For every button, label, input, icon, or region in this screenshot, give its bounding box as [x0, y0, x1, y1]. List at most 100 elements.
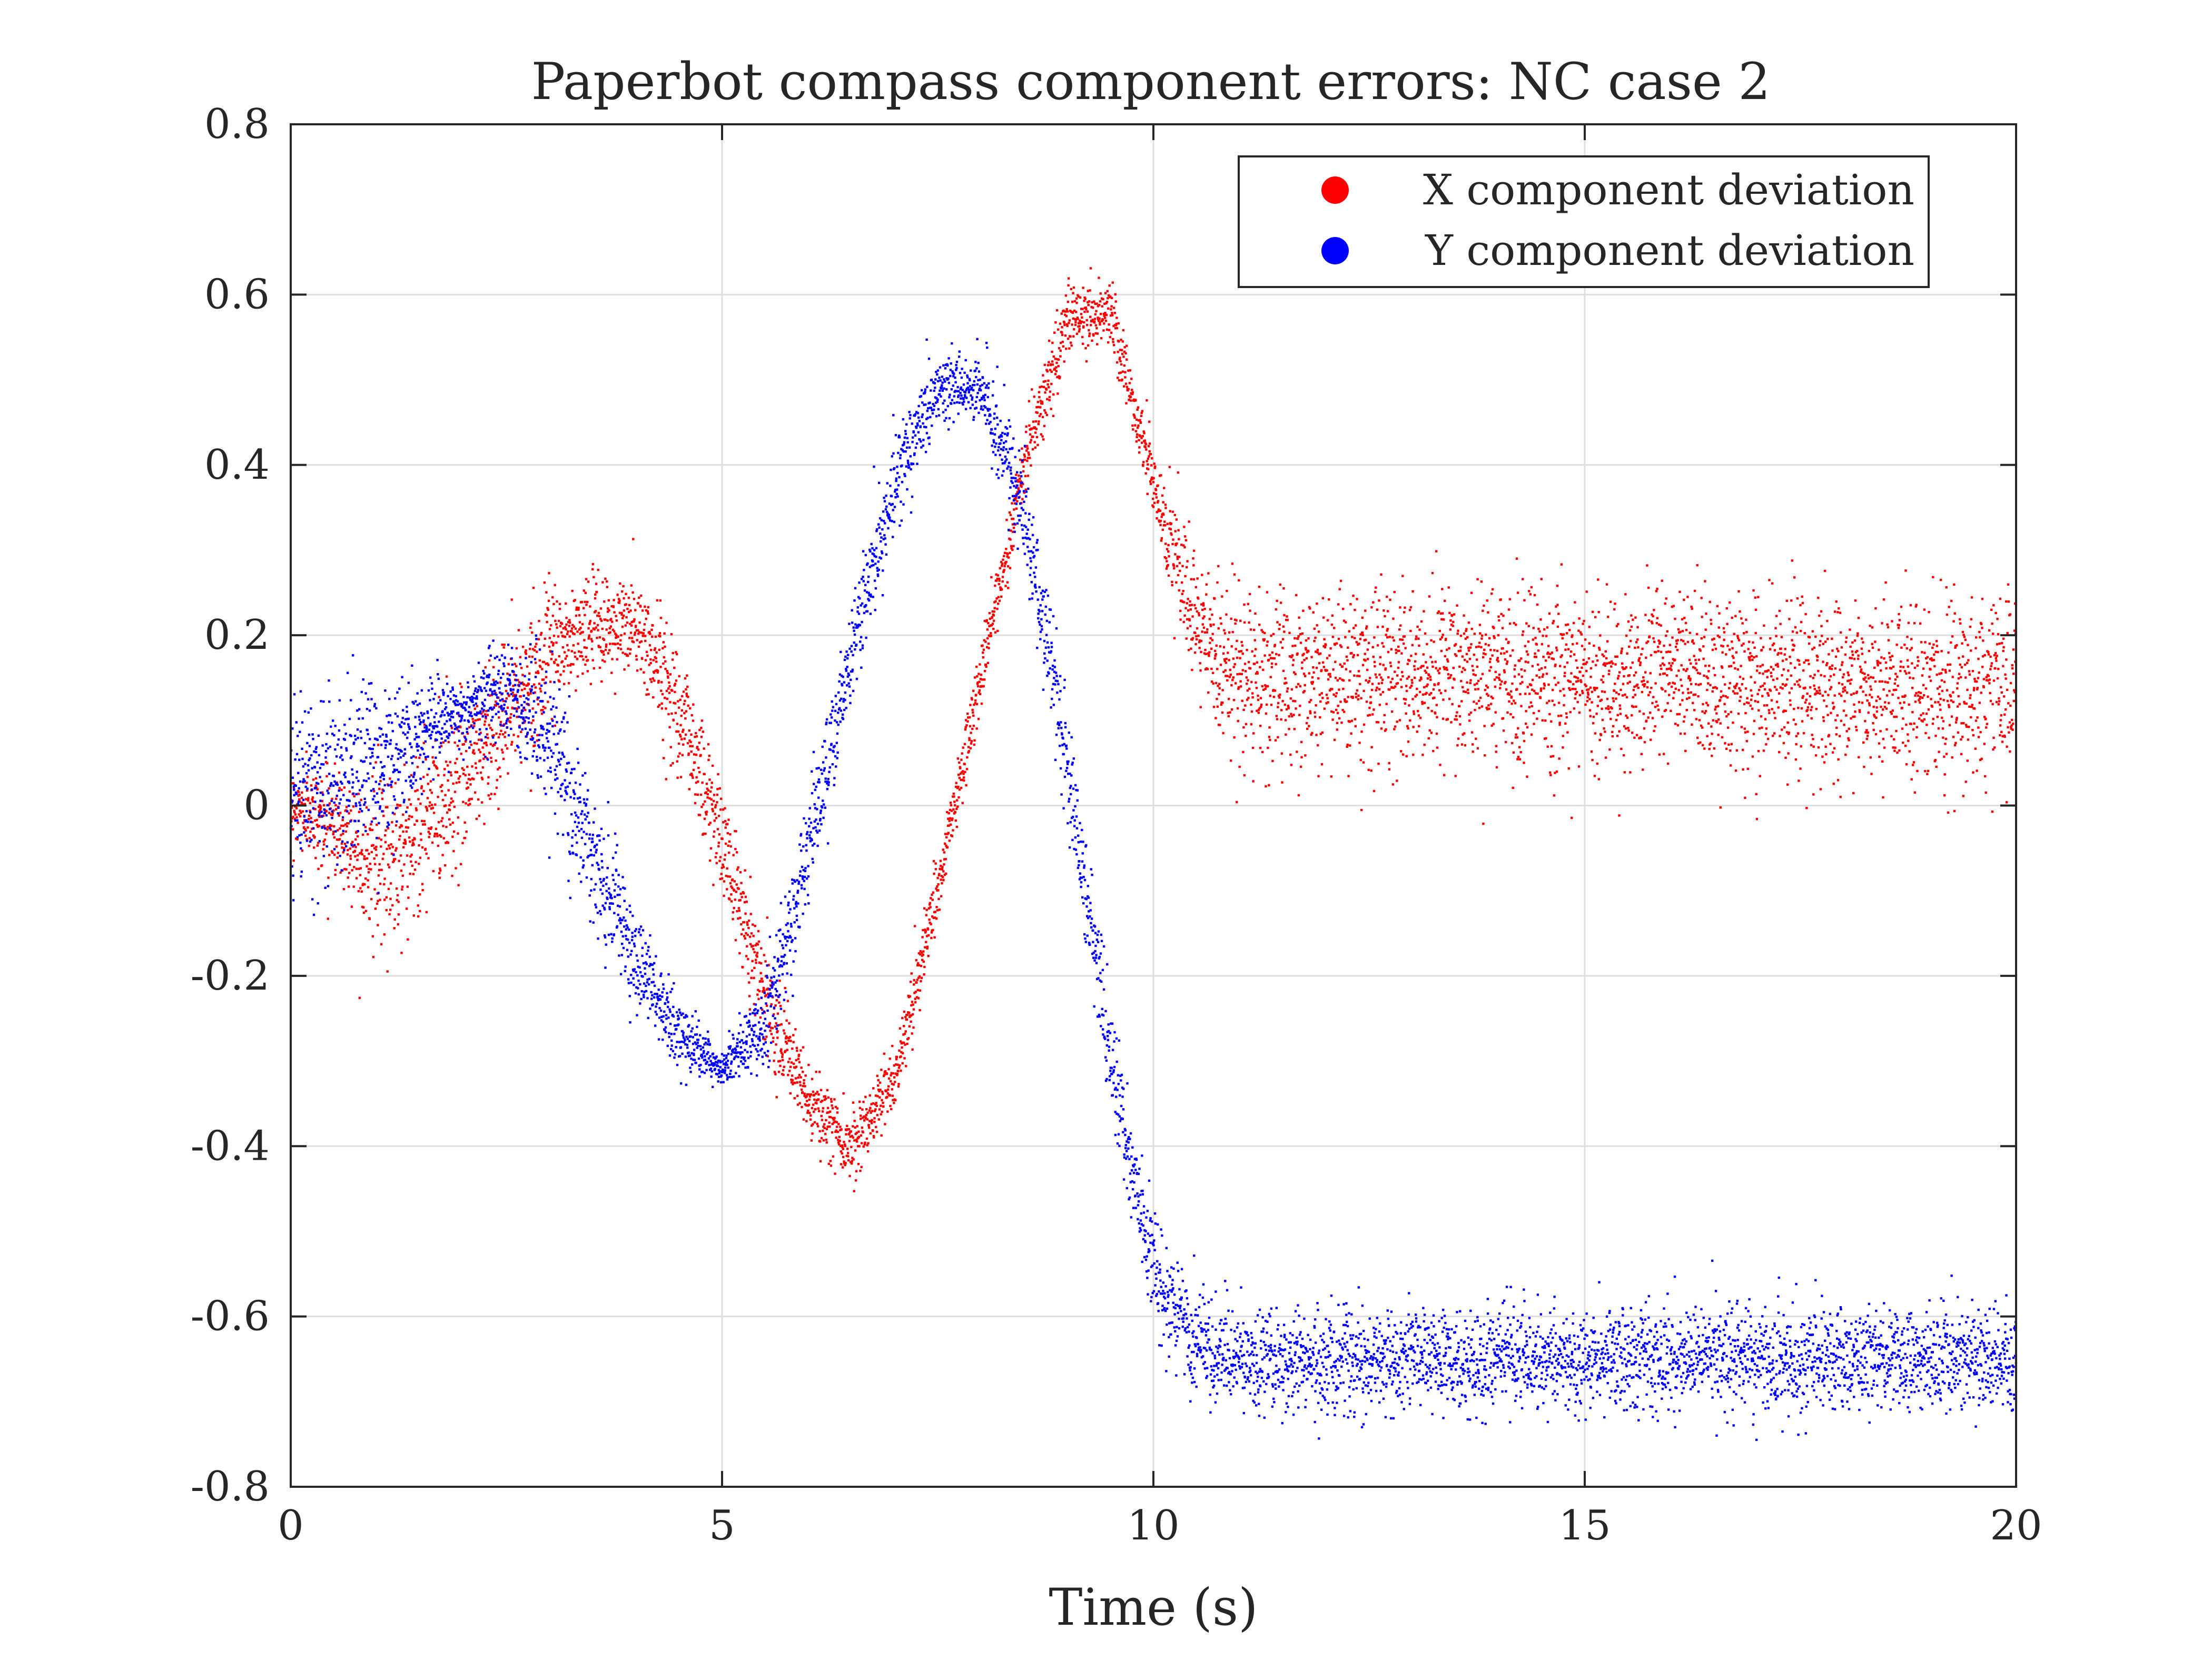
data-point [1484, 653, 1487, 656]
data-point [1536, 603, 1539, 606]
data-point [736, 910, 738, 913]
data-point [1395, 683, 1398, 685]
data-point [1232, 699, 1236, 702]
data-point [1198, 641, 1201, 644]
data-point [765, 994, 767, 996]
data-point [390, 843, 392, 846]
data-point [1369, 701, 1372, 704]
data-point [1103, 302, 1106, 305]
data-point [438, 872, 441, 874]
data-point [1101, 319, 1104, 321]
data-point [323, 825, 326, 827]
data-point [841, 1166, 844, 1169]
data-point [1193, 604, 1196, 607]
data-point [1505, 740, 1507, 744]
data-point [804, 1074, 807, 1077]
data-point [945, 844, 947, 847]
data-point [1167, 544, 1170, 547]
data-point [1572, 687, 1575, 690]
data-point [908, 1015, 911, 1018]
data-point [903, 1032, 906, 1035]
data-point [1413, 713, 1415, 715]
data-point [901, 1016, 904, 1020]
data-point [1543, 684, 1546, 687]
data-point [851, 1162, 853, 1165]
data-point [552, 603, 555, 606]
data-point [735, 830, 737, 833]
data-point [436, 767, 439, 770]
data-point [1544, 719, 1547, 722]
data-point [357, 835, 359, 838]
data-point [890, 1072, 893, 1074]
data-point [839, 1129, 842, 1131]
data-point [832, 1155, 835, 1158]
data-point [1354, 637, 1356, 639]
data-point [1265, 703, 1268, 706]
data-point [1268, 784, 1270, 787]
data-point [692, 719, 695, 722]
data-point [855, 1138, 858, 1141]
data-point [334, 804, 337, 807]
data-point [1428, 693, 1431, 696]
data-point [1329, 675, 1332, 678]
data-point [1321, 697, 1324, 699]
data-point [1368, 714, 1371, 716]
data-point [628, 652, 631, 655]
data-point [798, 1081, 802, 1083]
data-point [483, 742, 486, 745]
data-point [534, 686, 537, 689]
data-point [1451, 625, 1454, 627]
data-point [1678, 713, 1681, 716]
data-point [791, 1081, 793, 1084]
data-point [1172, 565, 1176, 567]
data-point [1350, 719, 1353, 722]
data-point [1426, 677, 1429, 680]
data-point [1226, 589, 1228, 592]
data-point [1072, 292, 1074, 294]
data-point [1108, 284, 1111, 287]
data-point [817, 1093, 820, 1096]
data-point [789, 1035, 792, 1039]
data-point [1599, 734, 1603, 736]
data-point [700, 727, 703, 729]
data-point [1084, 307, 1087, 309]
data-point [1416, 687, 1418, 690]
data-point [1623, 675, 1625, 678]
data-point [1670, 669, 1673, 671]
data-point [1504, 658, 1507, 661]
data-point [441, 798, 445, 802]
data-point [847, 1128, 851, 1131]
data-point [448, 804, 451, 807]
data-point [724, 854, 727, 856]
data-point [1534, 652, 1536, 655]
data-point [1401, 675, 1404, 678]
data-point [1342, 679, 1345, 682]
data-point [668, 685, 671, 688]
data-point [1374, 673, 1377, 676]
data-point [478, 718, 481, 721]
data-point [1246, 689, 1249, 692]
data-point [1566, 661, 1569, 664]
data-point [834, 1172, 836, 1175]
data-point [1361, 631, 1364, 634]
data-point [1125, 386, 1129, 388]
data-point [815, 1102, 818, 1104]
data-point [1511, 682, 1514, 685]
data-point [1661, 688, 1664, 690]
data-point [1564, 648, 1567, 651]
data-point [1009, 567, 1012, 569]
data-point [844, 1162, 847, 1164]
data-point [1005, 519, 1008, 521]
data-point [1242, 726, 1245, 729]
data-point [1480, 705, 1484, 708]
data-point [1075, 297, 1078, 300]
data-point [479, 759, 481, 762]
data-point [1046, 370, 1049, 373]
data-point [1235, 619, 1238, 622]
data-point [1279, 601, 1282, 604]
data-point [1107, 307, 1110, 310]
data-point [621, 625, 624, 628]
data-point [1708, 665, 1711, 667]
data-point [828, 1125, 831, 1128]
data-point [1320, 692, 1323, 695]
